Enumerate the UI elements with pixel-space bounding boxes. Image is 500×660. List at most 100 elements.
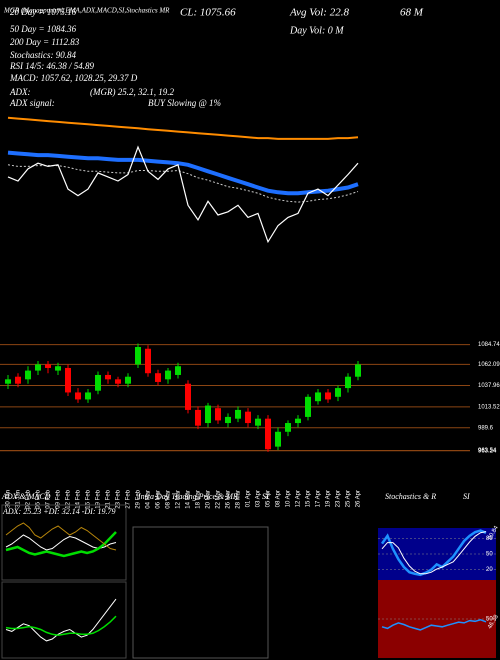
x-tick-label: 29 Feb (136, 489, 142, 508)
x-tick-label: 23 Feb (116, 489, 122, 508)
x-tick-label: 15 Apr (306, 490, 312, 507)
ema20: 20 Day = 1075.16 (10, 7, 77, 17)
indicator-line (5, 598, 117, 642)
indicator-line (5, 531, 117, 558)
panel-title: Intra Day Trading Price & MR (137, 492, 238, 501)
candle-body (225, 416, 231, 424)
candle-body (45, 364, 51, 368)
x-tick-label: 14 Mar (186, 490, 192, 509)
panel-title-suffix: SI (262, 492, 269, 501)
y-tick-label: 1037.96 (478, 383, 500, 389)
indicator-line (381, 619, 487, 631)
candle-body (5, 379, 11, 384)
candle-body (15, 376, 21, 384)
candle-body (115, 379, 121, 384)
x-tick-label: 17 Apr (316, 490, 322, 507)
candle-body (255, 418, 261, 426)
x-tick-label: 19 Feb (96, 489, 102, 508)
indicator-line (380, 529, 487, 577)
indicator-line (381, 531, 487, 575)
x-tick-label: 26 Apr (356, 490, 362, 507)
x-tick-label: 08 Mar (166, 490, 172, 509)
candle-body (155, 373, 161, 382)
price-line (7, 145, 359, 244)
indicator-line (5, 522, 117, 551)
x-tick-label: 18 Mar (196, 490, 202, 509)
x-tick-label: 30 Jan (6, 490, 12, 508)
x-tick-label: 08 Apr (276, 490, 282, 507)
x-tick-label: 02 Feb (26, 489, 32, 508)
x-tick-label: 22 Mar (216, 490, 222, 509)
x-tick-label: 09 Feb (56, 489, 62, 508)
candle-body (95, 374, 101, 391)
candle-body (275, 431, 281, 447)
x-tick-label: 06 Mar (156, 490, 162, 509)
candle-body (85, 392, 91, 400)
x-tick-label: 27 Feb (126, 489, 132, 508)
adx-values: (MGR) 25.2, 32.1, 19.2 (90, 87, 174, 97)
candle-body (345, 376, 351, 389)
indicator-line (7, 116, 359, 140)
value-label: 90.84 (487, 524, 500, 541)
candle-body (25, 370, 31, 380)
header-line: MGR (Manappuram) EMA,ADX,MACD,SI,Stochas… (3, 7, 170, 15)
x-tick-label: 01 Apr (246, 490, 252, 507)
panel-label: ADX: 25.23 +DI: 32.14 -DI: 19.79 (2, 507, 116, 516)
panel-bg (378, 528, 496, 580)
candle-body (165, 370, 171, 380)
x-tick-label: 16 Feb (86, 489, 92, 508)
x-tick-label: 26 Mar (226, 490, 232, 509)
x-tick-label: 12 Apr (296, 490, 302, 507)
x-tick-label: 21 Feb (106, 489, 112, 508)
candle-body (135, 346, 141, 365)
ema200: 200 Day = 1112.83 (10, 37, 80, 47)
y-tick-label: 989.6 (478, 425, 494, 431)
y-tick-label: 20 (486, 567, 493, 573)
avg-vol-unit: 68 M (400, 7, 424, 19)
panel-bg (378, 580, 496, 658)
x-tick-label: 04 Mar (146, 490, 152, 509)
candle-body (315, 392, 321, 402)
rsi-label: RSI 14/5: 46.38 / 54.89 (9, 61, 94, 71)
candle-body (125, 376, 131, 384)
header: MGR (Manappuram) EMA,ADX,MACD,SI,Stochas… (3, 7, 424, 109)
panel-title: Stochastics & R (385, 492, 436, 501)
y-tick-label: 963.24 (478, 448, 497, 454)
x-tick-label: 07 Feb (46, 489, 52, 508)
candle-body (65, 367, 71, 393)
y-tick-label: 1062.09 (478, 362, 500, 368)
x-tick-label: 10 Apr (286, 490, 292, 507)
candle-body (35, 364, 41, 371)
y-tick-label: 1013.52 (478, 404, 500, 410)
candle-body (235, 409, 241, 419)
candle-body (195, 409, 201, 426)
x-tick-label: 05 Apr (266, 490, 272, 507)
ema50: 50 Day = 1084.36 (10, 24, 77, 34)
adx-signal: BUY Slowing @ 1% (148, 98, 221, 108)
candle-body (305, 396, 311, 417)
candle-body (175, 366, 181, 375)
y-tick-label: 80 (486, 536, 493, 542)
x-tick-label: 28 Mar (236, 490, 242, 509)
close-label: CL: 1075.66 (180, 7, 236, 19)
y-tick-label: 50 (486, 617, 493, 623)
candle-body (185, 383, 191, 410)
candle-body (325, 392, 331, 400)
x-tick-label: 19 Apr (326, 490, 332, 507)
x-tick-label: 20 Mar (206, 490, 212, 509)
y-tick-label: 963.54 (478, 448, 497, 454)
x-tick-label: 03 Apr (256, 490, 262, 507)
indicator-line (7, 164, 359, 203)
adx-signal-label: ADX signal: (9, 98, 55, 108)
candle-body (105, 374, 111, 380)
x-tick-label: 23 Apr (336, 490, 342, 507)
stoch-label: Stochastics: 90.84 (10, 50, 76, 60)
candle-body (205, 405, 211, 424)
panel-title-suffix: SI (463, 492, 470, 501)
candle-body (145, 348, 151, 374)
x-tick-label: 25 Apr (346, 490, 352, 507)
x-tick-label: 12 Feb (66, 489, 72, 508)
indicator-line (7, 150, 359, 196)
day-vol: Day Vol: 0 M (289, 25, 344, 36)
